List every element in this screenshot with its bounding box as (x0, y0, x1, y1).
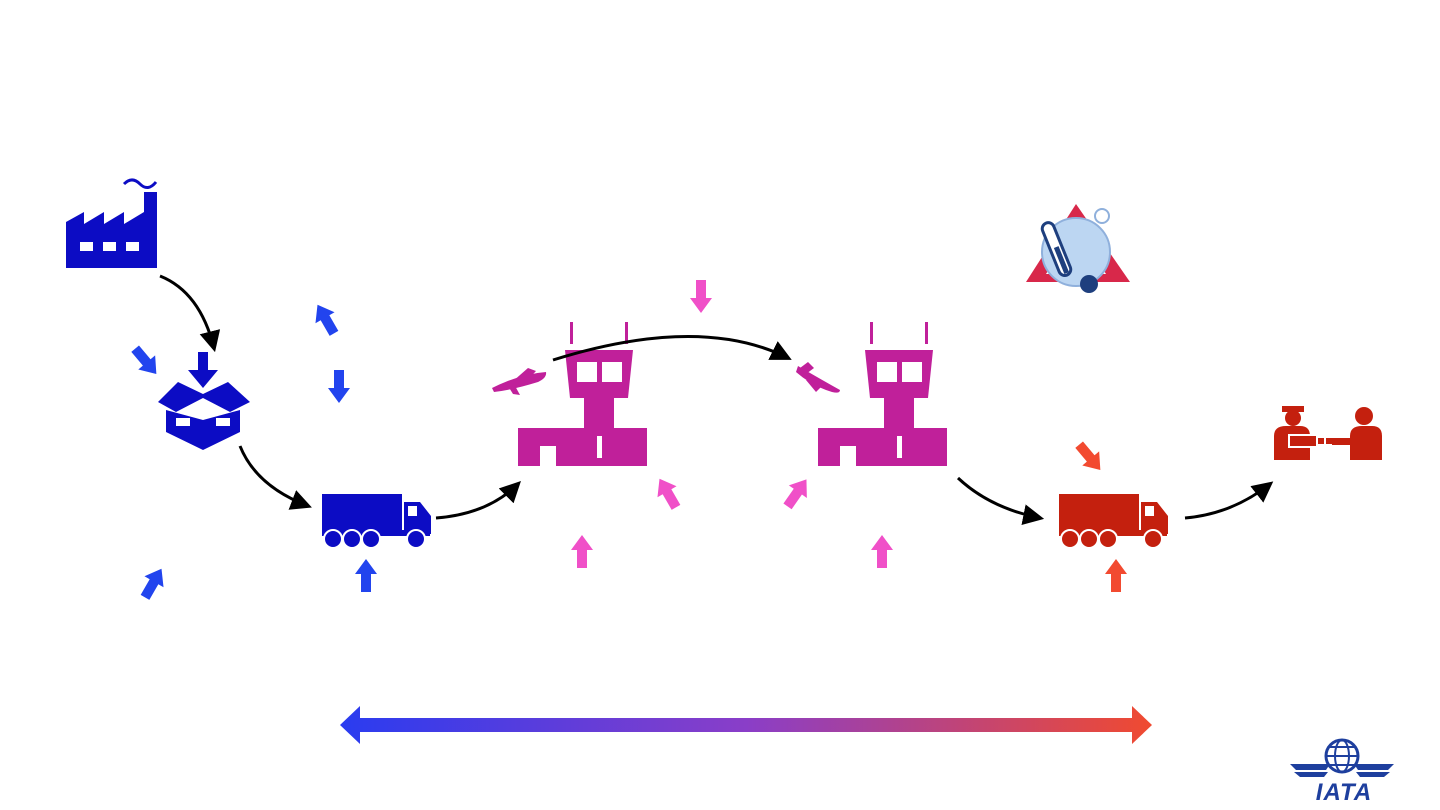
control-tower-icon (818, 322, 947, 466)
flow-arrow (435, 481, 521, 520)
packing-box-icon (158, 352, 250, 450)
indicator-arrow (135, 563, 172, 603)
iata-globe-icon (1290, 738, 1394, 777)
gradient-timeline-arrow (340, 706, 1152, 744)
flow-arrow (552, 335, 792, 362)
flow-arrows (159, 274, 1274, 525)
flow-arrow (159, 274, 221, 353)
indicator-arrow (126, 341, 165, 382)
indicator-arrow (778, 473, 816, 513)
plane-takeoff-icon (492, 368, 547, 395)
control-tower-icon (518, 322, 647, 466)
indicator-arrow (649, 473, 686, 513)
flow-arrow (238, 445, 312, 510)
indicator-arrow (871, 535, 893, 568)
indicator-arrow (690, 280, 712, 313)
flow-arrow (956, 476, 1045, 525)
factory-icon (66, 178, 158, 268)
indicator-arrow (355, 559, 377, 592)
flow-arrow (1184, 481, 1274, 520)
indicator-arrow (1070, 437, 1109, 478)
plane-landing-icon (796, 362, 840, 393)
indicator-arrows-blue (126, 299, 377, 603)
iata-logo-text: IATA (1315, 779, 1373, 806)
indicator-arrow (307, 299, 344, 339)
handover-icon (1274, 406, 1382, 460)
truck-icon (322, 494, 431, 549)
indicator-arrow (328, 370, 350, 403)
indicator-arrow (1105, 559, 1127, 592)
indicator-arrows-pink (571, 280, 893, 568)
indicator-arrow (571, 535, 593, 568)
temperature-alert-icon (1026, 204, 1130, 293)
truck-icon (1059, 494, 1168, 549)
